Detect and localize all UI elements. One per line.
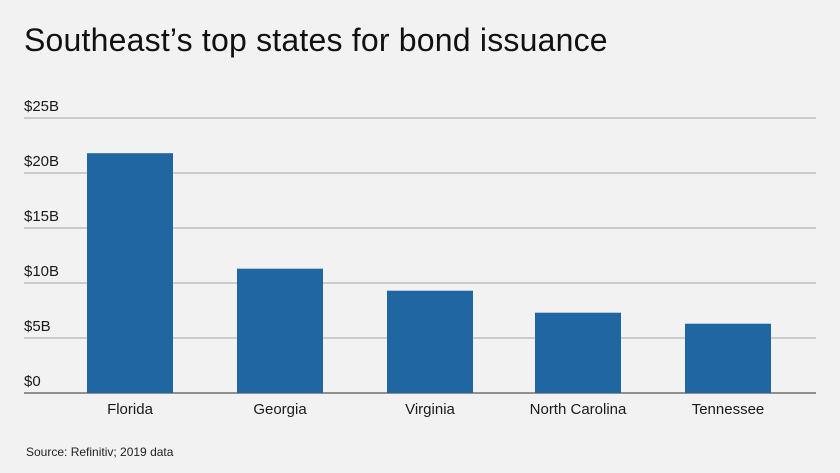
x-tick-label: North Carolina: [530, 401, 627, 418]
y-tick-label: $0: [24, 373, 41, 390]
source-note: Source: Refinitiv; 2019 data: [26, 445, 174, 459]
bar-georgia: [237, 268, 323, 393]
bar-north-carolina: [535, 312, 621, 393]
x-tick-label: Virginia: [405, 401, 455, 418]
x-tick-label: Tennessee: [692, 401, 765, 418]
y-tick-label: $5B: [24, 318, 51, 335]
bar-tennessee: [685, 323, 771, 393]
x-tick-label: Georgia: [253, 401, 307, 418]
x-tick-label: Florida: [107, 401, 154, 418]
bar-virginia: [387, 290, 473, 393]
y-tick-label: $20B: [24, 153, 59, 170]
bar-florida: [87, 153, 173, 393]
y-tick-label: $25B: [24, 98, 59, 115]
y-tick-label: $10B: [24, 263, 59, 280]
chart-title: Southeast’s top states for bond issuance: [24, 22, 608, 58]
y-tick-label: $15B: [24, 208, 59, 225]
